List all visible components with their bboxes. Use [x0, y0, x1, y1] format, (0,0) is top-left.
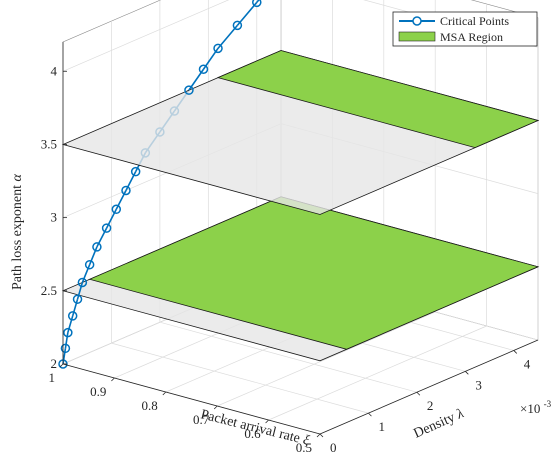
z-tick-label: 3	[51, 210, 58, 225]
x-tick	[59, 363, 64, 368]
y-tick	[465, 371, 469, 375]
y-axis-line	[319, 339, 539, 435]
y-axis-multiplier: ×10 -3	[520, 399, 552, 416]
critical-points-line-segment	[76, 282, 84, 300]
critical-points-line-segment	[62, 348, 67, 365]
critical-point-marker	[77, 277, 88, 288]
x-tick-label: 1	[49, 370, 56, 385]
critical-point-marker	[252, 0, 262, 8]
x-tick-label: 0.6	[244, 426, 261, 441]
x-tick-label: 0.7	[193, 412, 210, 427]
z-tick-label: 3.5	[41, 136, 57, 151]
critical-point-marker	[60, 343, 71, 354]
grid-line	[159, 321, 417, 393]
y-tick	[513, 350, 518, 354]
critical-point-marker	[111, 204, 122, 215]
critical-point-marker	[84, 259, 95, 270]
critical-point-marker	[72, 294, 83, 304]
x-tick-label: 0.8	[142, 398, 158, 413]
legend-label-msa-region: MSA Region	[440, 30, 503, 44]
legend-label-critical-points: Critical Points	[440, 14, 509, 28]
y-tick	[368, 412, 372, 417]
critical-point-marker	[92, 242, 102, 252]
z-tick-label: 2	[51, 356, 58, 371]
x-tick-label: 0.9	[90, 384, 106, 399]
y-tick-label: 4	[524, 356, 531, 371]
x-tick-label: 0.5	[296, 440, 312, 455]
planes-upper	[61, 50, 540, 215]
critical-point-marker	[101, 223, 112, 233]
critical-point-marker	[184, 85, 194, 95]
critical-point-marker	[130, 166, 141, 177]
critical-point-marker	[63, 327, 73, 338]
y-tick	[416, 391, 421, 396]
z-tick-label: 2.5	[41, 283, 57, 298]
critical-point-marker	[213, 43, 223, 54]
legend: Critical Points MSA Region	[392, 11, 538, 47]
z-tick-label: 4	[51, 63, 58, 78]
grid-line	[217, 311, 436, 407]
x-axis-line	[62, 363, 321, 435]
y-tick	[319, 433, 324, 438]
critical-points-line-segment	[88, 246, 98, 265]
msa-region-plane-3	[216, 50, 540, 149]
critical-points-line-segment	[64, 332, 69, 349]
legend-marker-critical-points	[412, 16, 422, 26]
x-tick	[213, 405, 218, 410]
y-tick-label: 0	[330, 440, 337, 455]
x-tick	[316, 433, 321, 438]
x-tick	[111, 377, 115, 382]
x-tick	[162, 391, 167, 396]
y-tick-label: 3	[475, 377, 482, 392]
critical-point-marker	[232, 20, 243, 31]
grid-line	[62, 0, 230, 72]
legend-patch-msa-region	[398, 31, 436, 42]
critical-point-marker	[121, 185, 131, 196]
series-upper	[184, 0, 262, 95]
critical-point-marker	[198, 64, 209, 74]
grid-line	[111, 342, 369, 414]
planes-lower	[61, 196, 540, 362]
critical-points-line-segment	[236, 1, 258, 26]
grid-line	[268, 325, 487, 421]
critical-points-line-segment	[67, 315, 74, 333]
critical-points-line-segment	[71, 298, 79, 317]
y-tick-label: 2	[427, 398, 434, 413]
y-tick-label: 1	[378, 419, 385, 434]
critical-point-marker	[67, 311, 78, 321]
x-axis-label: Packet arrival rate ξ	[199, 407, 311, 448]
x-tick	[265, 419, 269, 424]
msa-region-plane-2	[88, 196, 540, 350]
critical-points-line-segment	[81, 264, 91, 283]
y-axis-label: Density λ	[412, 406, 467, 441]
critical-points-line-segment	[217, 24, 239, 49]
z-axis-label: Path loss exponent α	[10, 174, 25, 291]
